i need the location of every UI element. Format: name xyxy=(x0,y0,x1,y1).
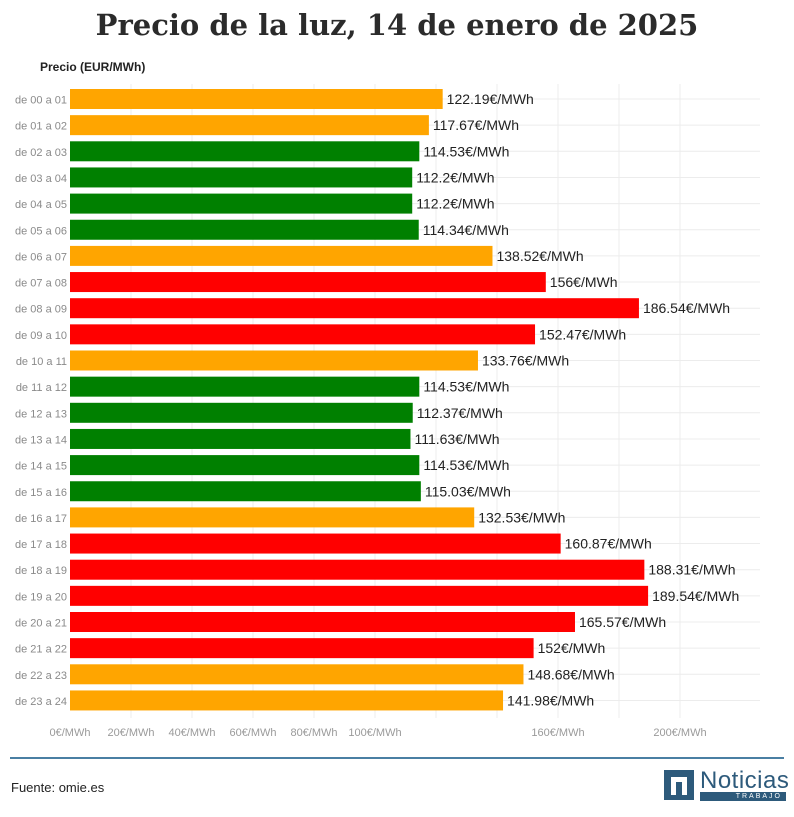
data-label: 186.54€/MWh xyxy=(643,300,730,316)
category-label: de 00 a 01 xyxy=(15,95,67,107)
logo-wordmark: Noticias xyxy=(700,767,790,794)
category-label: de 22 a 23 xyxy=(15,670,67,682)
bar xyxy=(70,272,546,293)
data-label: 152.47€/MWh xyxy=(539,326,626,342)
bar xyxy=(70,245,493,266)
category-label: de 14 a 15 xyxy=(15,461,67,473)
bar xyxy=(70,455,420,476)
data-label: 141.98€/MWh xyxy=(507,692,594,708)
data-label: 189.54€/MWh xyxy=(652,588,739,604)
bar xyxy=(70,402,413,423)
bar xyxy=(70,481,421,502)
footer-divider xyxy=(10,757,784,759)
bar xyxy=(70,115,429,136)
x-tick-label: 40€/MWh xyxy=(168,727,215,739)
bar xyxy=(70,559,645,580)
x-tick-label: 0€/MWh xyxy=(50,727,91,739)
category-label: de 12 a 13 xyxy=(15,408,67,420)
category-label: de 01 a 02 xyxy=(15,121,67,133)
data-label: 156€/MWh xyxy=(550,274,618,290)
category-label: de 04 a 05 xyxy=(15,199,67,211)
bar xyxy=(70,219,419,240)
x-tick-label: 200€/MWh xyxy=(653,727,706,739)
bar xyxy=(70,350,478,371)
bar xyxy=(70,324,536,345)
bar xyxy=(70,167,413,188)
data-label: 114.53€/MWh xyxy=(423,143,509,159)
data-label: 114.34€/MWh xyxy=(423,222,509,238)
category-label: de 13 a 14 xyxy=(15,434,67,446)
data-label: 115.03€/MWh xyxy=(425,483,511,499)
category-label: de 19 a 20 xyxy=(15,591,67,603)
category-label: de 18 a 19 xyxy=(15,565,67,577)
bar-chart: de 00 a 01 122.19€/MWh de 01 a 02 117.67€/M… xyxy=(15,84,760,739)
logo-subtext: TRABAJO xyxy=(700,792,786,801)
category-label: de 21 a 22 xyxy=(15,644,67,656)
x-tick-label: 20€/MWh xyxy=(107,727,154,739)
data-label: 133.76€/MWh xyxy=(482,353,569,369)
bar xyxy=(70,141,420,162)
x-tick-label: 80€/MWh xyxy=(290,727,337,739)
category-label: de 02 a 03 xyxy=(15,147,67,159)
category-label: de 10 a 11 xyxy=(16,356,67,368)
brand-logo[interactable]: Noticias TRABAJO xyxy=(664,767,790,802)
data-label: 114.53€/MWh xyxy=(423,457,509,473)
bar xyxy=(70,193,413,214)
bar xyxy=(70,298,639,319)
data-label: 165.57€/MWh xyxy=(579,614,666,630)
source-note: Fuente: omie.es xyxy=(11,780,105,795)
data-label: 122.19€/MWh xyxy=(447,91,534,107)
bar xyxy=(70,428,411,449)
category-label: de 17 a 18 xyxy=(15,539,67,551)
data-label: 117.67€/MWh xyxy=(433,117,519,133)
x-tick-label: 100€/MWh xyxy=(348,727,401,739)
data-label: 112.2€/MWh xyxy=(416,169,494,185)
category-label: de 15 a 16 xyxy=(15,487,67,499)
category-label: de 16 a 17 xyxy=(15,513,67,525)
bar xyxy=(70,533,561,554)
x-tick-label: 160€/MWh xyxy=(531,727,584,739)
data-label: 112.2€/MWh xyxy=(416,196,494,212)
bar xyxy=(70,507,475,528)
chart-title: Precio de la luz, 14 de enero de 2025 xyxy=(95,8,699,42)
data-label: 138.52€/MWh xyxy=(496,248,583,264)
x-tick-label: 60€/MWh xyxy=(229,727,276,739)
category-label: de 11 a 12 xyxy=(16,382,67,394)
bar xyxy=(70,585,649,606)
category-label: de 07 a 08 xyxy=(15,278,67,290)
data-label: 132.53€/MWh xyxy=(478,509,565,525)
bar xyxy=(70,690,504,711)
data-label: 152€/MWh xyxy=(538,640,606,656)
y-axis-label: Precio (EUR/MWh) xyxy=(40,60,146,74)
data-label: 111.63€/MWh xyxy=(414,431,499,447)
bar xyxy=(70,664,524,685)
category-label: de 20 a 21 xyxy=(15,618,67,630)
category-label: de 08 a 09 xyxy=(15,304,67,316)
category-label: de 03 a 04 xyxy=(15,173,67,185)
bar xyxy=(70,638,534,659)
category-label: de 06 a 07 xyxy=(15,251,67,263)
bar xyxy=(70,612,575,632)
data-label: 160.87€/MWh xyxy=(565,536,652,552)
logo-mark-icon xyxy=(664,770,694,800)
data-label: 148.68€/MWh xyxy=(527,666,614,682)
data-label: 188.31€/MWh xyxy=(648,562,735,578)
bar xyxy=(70,89,443,109)
category-label: de 23 a 24 xyxy=(15,696,67,708)
bar xyxy=(70,376,420,397)
data-label: 114.53€/MWh xyxy=(423,379,509,395)
category-label: de 09 a 10 xyxy=(15,330,67,342)
data-label: 112.37€/MWh xyxy=(417,405,503,421)
category-label: de 05 a 06 xyxy=(15,225,67,237)
